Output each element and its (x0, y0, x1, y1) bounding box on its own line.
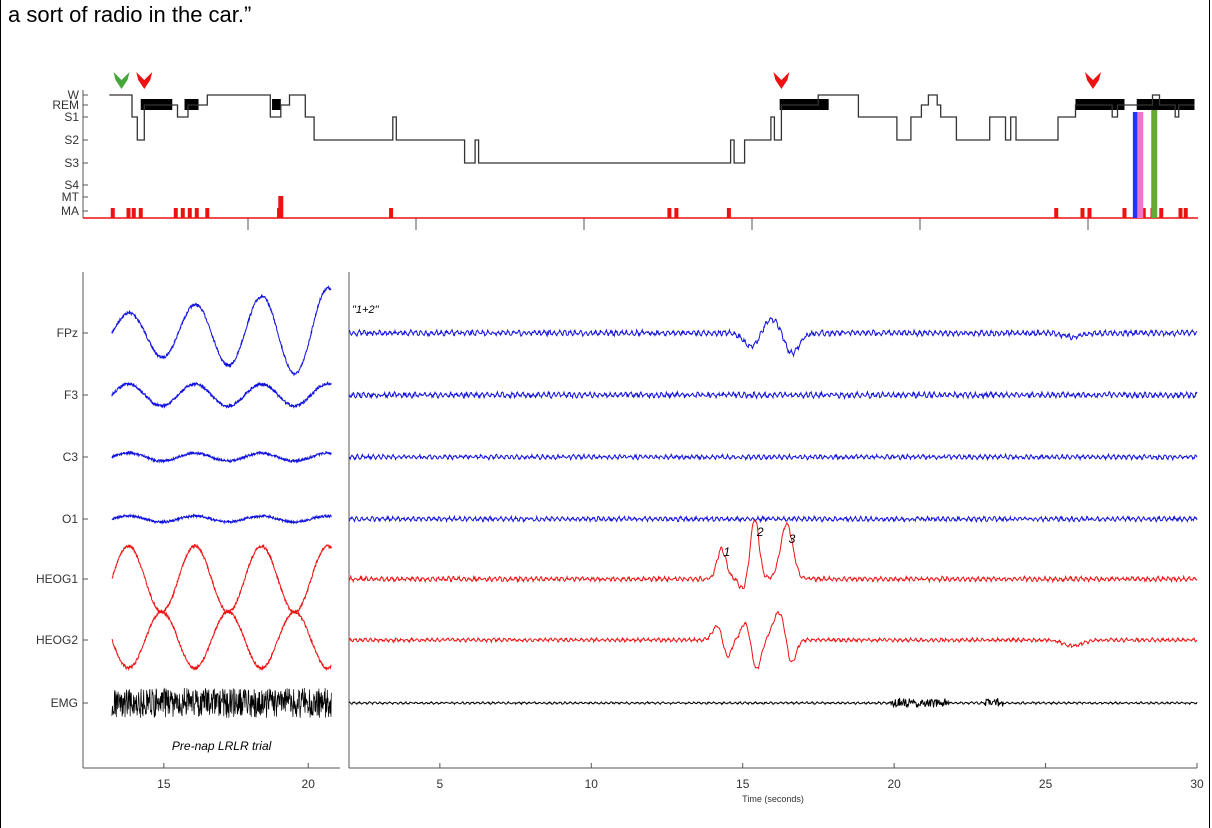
hypnogram-arousal-marker (1087, 208, 1092, 218)
x-axis-label: Time (seconds) (742, 794, 804, 804)
hypnogram-stage-label: MT (62, 190, 80, 204)
hypnogram-arousal-marker (674, 208, 679, 218)
hypnogram-arousal-marker (1159, 208, 1164, 218)
channel-label: F3 (64, 388, 78, 402)
hypnogram-arousal-marker (131, 208, 136, 218)
right-trace-f3 (348, 390, 1198, 400)
eye-movement-label: 3 (789, 532, 796, 546)
hypnogram-highlight-bar (1132, 112, 1139, 218)
hypnogram-arousal-marker (667, 208, 672, 218)
hypnogram-highlight-bar (1137, 112, 1144, 218)
channel-label: EMG (51, 696, 78, 710)
hypnogram-stage-label: S2 (64, 133, 79, 147)
hypnogram-stage-label: MA (61, 204, 79, 218)
hypnogram-arousal-marker (180, 208, 185, 218)
right-x-tick-label: 20 (887, 777, 901, 791)
hypnogram-arrow-icon (773, 72, 790, 89)
hypnogram-arousal-marker (194, 208, 199, 218)
channel-label: FPz (57, 326, 78, 340)
channel-label: HEOG1 (36, 572, 78, 586)
left-trace-emg (111, 687, 332, 718)
hypnogram-movement-marker (278, 196, 284, 218)
hypnogram-arrow-icon (113, 72, 130, 89)
right-trace-emg (348, 697, 1198, 709)
right-x-tick-label: 25 (1039, 777, 1053, 791)
hypnogram-highlight-bar (1151, 110, 1158, 218)
hypnogram-stage-label: S3 (64, 156, 79, 170)
hypnogram-stage-label: S4 (64, 178, 79, 192)
hypnogram-rem-bar (272, 99, 281, 110)
right-trace-fpz (349, 317, 1198, 358)
hypnogram-arousal-marker (205, 208, 210, 218)
right-x-tick-label: 5 (437, 777, 444, 791)
hypnogram-arousal-marker (187, 208, 192, 218)
right-trace-heog2 (348, 610, 1198, 670)
left-trace-heog2 (111, 609, 332, 672)
left-trace-o1 (111, 513, 332, 525)
hypnogram-stage-label: S1 (64, 110, 79, 124)
hypnogram-arousal-marker (1178, 208, 1183, 218)
hypnogram-stage-label: REM (52, 98, 79, 112)
hypnogram-arousal-marker (1183, 208, 1188, 218)
left-x-tick-label: 20 (302, 777, 316, 791)
left-trace-c3 (111, 450, 332, 464)
right-trace-heog1 (348, 519, 1198, 590)
hypnogram-stage-line (109, 94, 1195, 164)
hypnogram-arousal-marker (389, 208, 394, 218)
hypnogram-arrow-icon (136, 72, 153, 89)
hypnogram-arousal-marker (1054, 208, 1059, 218)
eye-movement-label: 2 (756, 525, 764, 539)
annotation-label: "1+2" (352, 304, 380, 316)
left-trace-heog1 (111, 543, 332, 615)
right-trace-o1 (348, 514, 1198, 524)
hypnogram-arousal-marker (126, 208, 131, 218)
hypnogram-arousal-marker (110, 208, 115, 218)
hypnogram-arousal-marker (173, 208, 178, 218)
right-trace-c3 (348, 452, 1198, 462)
hypnogram-arousal-marker (1080, 208, 1085, 218)
left-trace-f3 (111, 381, 332, 409)
hypnogram-arousal-marker (1141, 208, 1146, 218)
left-trace-fpz (111, 284, 332, 377)
left-x-tick-label: 15 (157, 777, 171, 791)
right-x-tick-label: 10 (585, 777, 599, 791)
channel-label: O1 (62, 512, 78, 526)
eye-movement-label: 1 (724, 545, 731, 559)
panel-caption: Pre-nap LRLR trial (172, 739, 272, 753)
right-x-tick-label: 15 (736, 777, 750, 791)
right-x-tick-label: 30 (1190, 777, 1204, 791)
hypnogram-arousal-marker (1122, 208, 1127, 218)
hypnogram-arrow-icon (1084, 72, 1101, 89)
channel-label: C3 (63, 450, 79, 464)
hypnogram-arousal-marker (138, 208, 143, 218)
hypnogram-stage-label: W (68, 88, 80, 102)
channel-label: HEOG2 (36, 633, 78, 647)
hypnogram-arousal-marker (726, 208, 731, 218)
caption-text: a sort of radio in the car.” (8, 2, 252, 27)
